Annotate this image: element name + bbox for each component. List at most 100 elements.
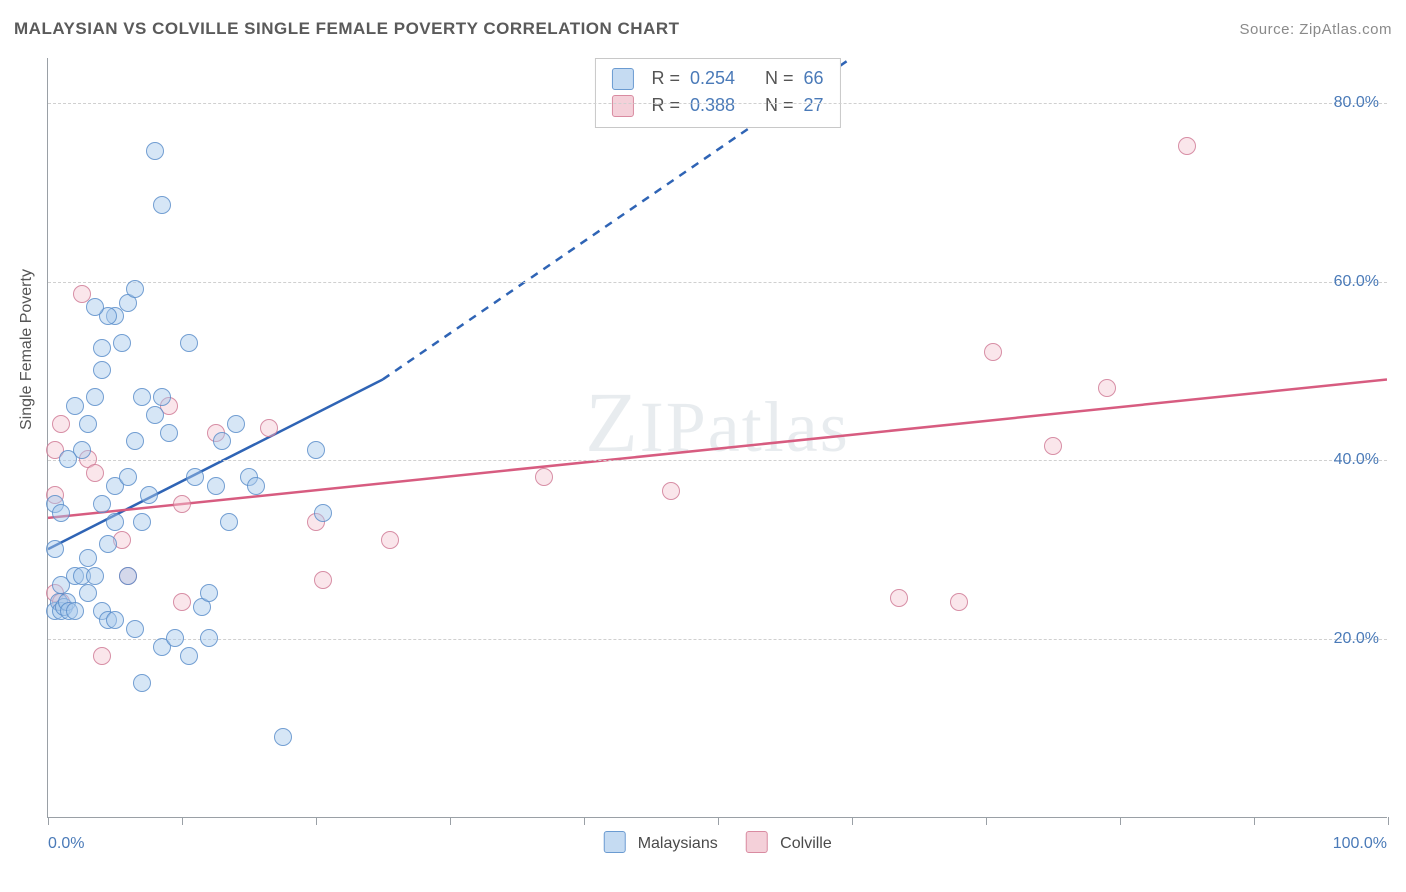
y-tick-label: 40.0% — [1334, 451, 1379, 469]
scatter-point-blue — [86, 298, 104, 316]
scatter-point-pink — [260, 419, 278, 437]
x-tick — [450, 817, 451, 825]
r-value: 0.388 — [690, 92, 735, 119]
scatter-point-pink — [86, 464, 104, 482]
gridline — [48, 282, 1387, 283]
scatter-point-blue — [133, 513, 151, 531]
scatter-point-blue — [59, 450, 77, 468]
legend-item-colville: Colville — [746, 831, 832, 853]
r-label: R = — [651, 92, 680, 119]
scatter-point-blue — [213, 432, 231, 450]
n-value: 27 — [804, 92, 824, 119]
scatter-point-blue — [79, 415, 97, 433]
scatter-point-pink — [93, 647, 111, 665]
scatter-point-blue — [166, 629, 184, 647]
scatter-point-blue — [133, 388, 151, 406]
scatter-point-pink — [314, 571, 332, 589]
scatter-point-blue — [126, 280, 144, 298]
legend-label: Malaysians — [638, 835, 718, 852]
scatter-point-blue — [133, 674, 151, 692]
x-tick — [1388, 817, 1389, 825]
source-attribution: Source: ZipAtlas.com — [1239, 21, 1392, 38]
watermark: ZIPatlas — [585, 372, 850, 472]
scatter-point-blue — [146, 142, 164, 160]
scatter-point-blue — [153, 388, 171, 406]
scatter-point-pink — [173, 593, 191, 611]
x-tick-label-min: 0.0% — [48, 835, 84, 853]
scatter-point-blue — [186, 468, 204, 486]
bottom-legend: Malaysians Colville — [603, 831, 832, 853]
scatter-point-pink — [1178, 137, 1196, 155]
scatter-point-blue — [86, 567, 104, 585]
scatter-point-blue — [220, 513, 238, 531]
scatter-point-blue — [93, 339, 111, 357]
scatter-point-pink — [890, 589, 908, 607]
scatter-point-blue — [52, 504, 70, 522]
scatter-point-pink — [1098, 379, 1116, 397]
scatter-point-blue — [99, 535, 117, 553]
x-tick — [182, 817, 183, 825]
scatter-point-blue — [180, 334, 198, 352]
gridline — [48, 103, 1387, 104]
y-tick-label: 20.0% — [1334, 630, 1379, 648]
scatter-point-pink — [950, 593, 968, 611]
scatter-point-blue — [247, 477, 265, 495]
x-tick — [986, 817, 987, 825]
x-tick — [48, 817, 49, 825]
scatter-point-blue — [274, 728, 292, 746]
y-tick-label: 60.0% — [1334, 273, 1379, 291]
x-tick — [1120, 817, 1121, 825]
scatter-point-blue — [207, 477, 225, 495]
x-tick — [1254, 817, 1255, 825]
header-bar: MALAYSIAN VS COLVILLE SINGLE FEMALE POVE… — [14, 14, 1392, 44]
r-label: R = — [651, 65, 680, 92]
legend-item-malaysians: Malaysians — [603, 831, 717, 853]
scatter-point-blue — [66, 397, 84, 415]
swatch-blue-icon — [603, 831, 625, 853]
swatch-pink-icon — [746, 831, 768, 853]
y-axis-label: Single Female Poverty — [18, 269, 36, 430]
scatter-point-blue — [106, 513, 124, 531]
swatch-pink-icon — [611, 95, 633, 117]
scatter-point-blue — [79, 549, 97, 567]
scatter-point-pink — [984, 343, 1002, 361]
stats-box: R = 0.254 N = 66 R = 0.388 N = 27 — [594, 58, 840, 128]
scatter-point-blue — [200, 629, 218, 647]
r-value: 0.254 — [690, 65, 735, 92]
n-value: 66 — [804, 65, 824, 92]
scatter-point-blue — [126, 432, 144, 450]
scatter-point-pink — [173, 495, 191, 513]
scatter-point-blue — [153, 196, 171, 214]
scatter-point-blue — [307, 441, 325, 459]
scatter-point-blue — [93, 361, 111, 379]
scatter-point-blue — [93, 495, 111, 513]
scatter-point-blue — [86, 388, 104, 406]
scatter-point-pink — [1044, 437, 1062, 455]
y-tick-label: 80.0% — [1334, 94, 1379, 112]
scatter-point-blue — [160, 424, 178, 442]
swatch-blue-icon — [611, 68, 633, 90]
gridline — [48, 460, 1387, 461]
trendlines-layer — [48, 58, 1387, 817]
scatter-point-blue — [113, 334, 131, 352]
chart-title: MALAYSIAN VS COLVILLE SINGLE FEMALE POVE… — [14, 19, 680, 39]
scatter-point-blue — [227, 415, 245, 433]
legend-label: Colville — [780, 835, 832, 852]
n-label: N = — [765, 65, 794, 92]
trendline — [48, 379, 1387, 517]
scatter-point-blue — [66, 602, 84, 620]
x-tick — [718, 817, 719, 825]
scatter-point-blue — [106, 611, 124, 629]
x-tick — [584, 817, 585, 825]
scatter-point-pink — [535, 468, 553, 486]
stats-row-malaysians: R = 0.254 N = 66 — [611, 65, 823, 92]
scatter-point-blue — [180, 647, 198, 665]
scatter-point-blue — [146, 406, 164, 424]
scatter-point-blue — [126, 620, 144, 638]
scatter-point-pink — [52, 415, 70, 433]
x-tick — [852, 817, 853, 825]
scatter-point-blue — [46, 540, 64, 558]
stats-row-colville: R = 0.388 N = 27 — [611, 92, 823, 119]
scatter-point-blue — [119, 567, 137, 585]
x-tick-label-max: 100.0% — [1333, 835, 1387, 853]
